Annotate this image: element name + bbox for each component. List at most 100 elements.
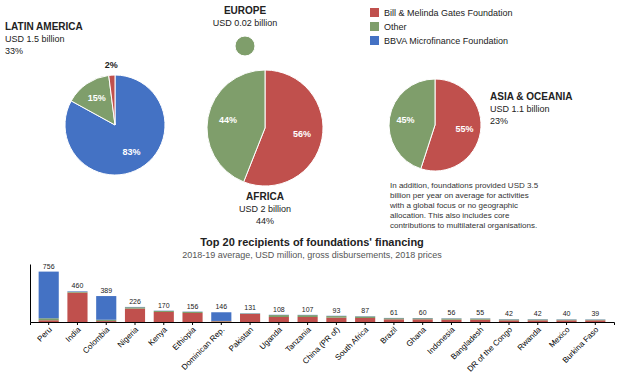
x-tick: [480, 322, 481, 325]
x-axis-line: [31, 323, 615, 326]
x-tick-group: Peru: [35, 322, 53, 344]
total-label: 42: [505, 310, 513, 317]
bar: [269, 314, 289, 315]
bar: [499, 320, 519, 322]
bar: [154, 312, 174, 322]
total-label: 40: [563, 310, 571, 317]
x-tick: [192, 322, 193, 325]
x-axis: PeruIndiaColombiaNigeriaKenyaEthiopiaDom…: [31, 322, 615, 374]
bar: [67, 291, 87, 293]
bar: [585, 319, 605, 320]
bar: [556, 319, 576, 321]
x-tick: [537, 322, 538, 325]
x-tick-label: Uganda: [258, 325, 285, 352]
x-tick: [508, 322, 509, 325]
pie-annotation: 44%: [256, 216, 274, 226]
x-tick-label: Burkina Faso: [561, 325, 601, 365]
y-axis-line: [30, 265, 31, 323]
pie-subtitle: USD 0.02 billion: [213, 18, 278, 28]
pie-slice: [235, 36, 255, 56]
bar: [96, 320, 116, 321]
pie-slice: [207, 70, 265, 182]
x-tick-group: South Africa: [333, 322, 370, 362]
bar: [556, 320, 576, 322]
bar: [528, 319, 548, 321]
x-tick: [307, 322, 308, 325]
bars: [39, 272, 606, 322]
pie-slice: [71, 75, 115, 125]
bar: [96, 321, 116, 322]
bar-chart: Top 20 recipients of foundations' financ…: [31, 181, 615, 374]
bar-title: Top 20 recipients of foundations' financ…: [200, 236, 424, 248]
bar: [154, 311, 174, 312]
y-axis: [30, 265, 31, 323]
bar: [499, 319, 519, 321]
bar: [67, 293, 87, 322]
x-tick-group: Pakistan: [227, 322, 255, 353]
pie-title: ASIA & OCEANIA: [490, 91, 572, 102]
bar: [269, 317, 289, 322]
bar: [499, 319, 519, 320]
x-tick: [566, 322, 567, 325]
bar: [211, 321, 231, 322]
x-tick-label: DR of the Congo: [466, 325, 515, 374]
pie-slices: 83% 15% 2%: [65, 59, 165, 175]
pie-subtitle: USD 1.5 billion: [5, 34, 65, 44]
annotation-line: In addition, foundations provided USD 3.…: [390, 181, 539, 190]
pie-chart: LATIN AMERICAUSD 1.5 billion33%83%15%2%: [5, 21, 165, 175]
x-tick: [422, 322, 423, 325]
x-tick-label: Mexico: [547, 325, 572, 350]
total-label: 61: [390, 309, 398, 316]
x-tick: [163, 322, 164, 325]
x-tick-group: Dominican Rep.: [180, 322, 227, 372]
bar: [67, 291, 87, 293]
bar: [326, 318, 346, 322]
bar: [413, 318, 433, 319]
annotation-line: billion per year on average for activiti…: [390, 191, 529, 200]
x-tick-group: Mexico: [547, 322, 572, 350]
x-tick-label: South Africa: [333, 325, 370, 362]
bar: [125, 309, 145, 322]
legend-swatch: [370, 36, 379, 45]
bar: [528, 320, 548, 322]
legend-label: Other: [384, 22, 407, 32]
x-tick: [250, 322, 251, 325]
annotation-line: allocation. This also includes core: [390, 211, 510, 220]
bar-subtitle: 2018-19 average, USD million, gross disb…: [182, 250, 442, 260]
pie-data-label: 44%: [219, 115, 237, 125]
x-tick: [135, 322, 136, 325]
bar: [182, 312, 202, 313]
bar: [384, 319, 404, 322]
total-label: 39: [591, 310, 599, 317]
x-tick: [278, 322, 279, 325]
bar: [326, 315, 346, 316]
x-tick-label: Tanzania: [284, 325, 313, 354]
x-tick-group: Tanzania: [284, 322, 313, 354]
bar-series: [39, 292, 606, 321]
pie-slices: 55%45%: [389, 79, 481, 171]
totals: 7564603892261701561461311081079387616056…: [43, 263, 599, 318]
bar: [413, 319, 433, 322]
pie-slices: 56%44%: [207, 70, 323, 186]
x-tick-group: Rwanda: [516, 322, 544, 352]
x-tick-label: Ethiopia: [171, 325, 198, 352]
x-tick: [221, 322, 222, 325]
pie-data-label: 15%: [88, 92, 106, 102]
legend-label: BBVA Microfinance Foundation: [384, 36, 508, 46]
bar: [125, 307, 145, 308]
x-tick-group: Nigeria: [116, 322, 141, 350]
x-tick: [365, 322, 366, 325]
pie-data-label: 2%: [105, 59, 118, 69]
bar: [39, 272, 59, 319]
bar: [182, 311, 202, 312]
x-tick-group: Uganda: [258, 322, 285, 351]
x-tick-label: Nigeria: [116, 325, 141, 350]
bar: [355, 316, 375, 317]
x-tick: [77, 322, 78, 325]
bar: [441, 318, 461, 319]
x-tick-group: Ethiopia: [171, 322, 198, 352]
pie-slices: [235, 36, 255, 56]
pie-data-label: 83%: [123, 147, 141, 157]
pie-slice: [109, 75, 115, 125]
annotation: In addition, foundations provided USD 3.…: [389, 181, 539, 230]
